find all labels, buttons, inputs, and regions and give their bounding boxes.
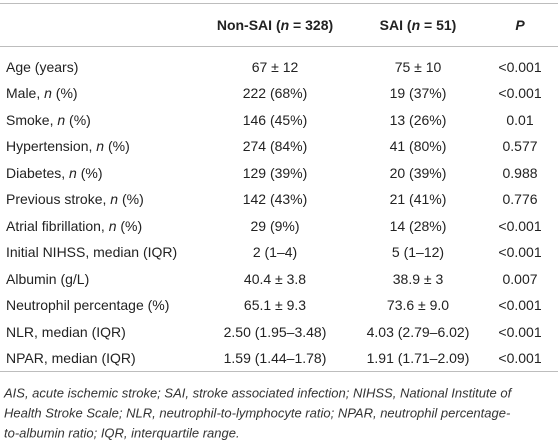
cell: 0.007 <box>502 270 538 287</box>
text-run: n <box>96 138 105 155</box>
text-run: SAI ( <box>379 17 412 33</box>
footnote-line: AIS, acute ischemic stroke; SAI, stroke … <box>4 385 512 401</box>
cell: 14 (28%) <box>389 217 447 234</box>
text-run: (%) <box>65 111 91 128</box>
text-run: Non-SAI ( <box>216 17 281 33</box>
text-run: n <box>280 17 290 33</box>
text-run: (%) <box>104 138 130 155</box>
text-run: Male, <box>6 85 45 102</box>
text-run: = 328) <box>289 17 334 33</box>
header-cell: Non-SAI (n = 328) <box>217 16 333 34</box>
cell: <0.001 <box>498 244 542 261</box>
row-label: Hypertension, n (%) <box>6 137 130 155</box>
bottom-rule <box>0 371 558 372</box>
text-run: Diabetes, <box>6 164 70 181</box>
cell: 75 ± 10 <box>394 59 442 75</box>
row-label: Atrial fibrillation, n (%) <box>6 217 142 235</box>
cell: 0.988 <box>502 164 538 181</box>
cell: 2.50 (1.95–3.48) <box>223 323 327 340</box>
cell: 4.03 (2.79–6.02) <box>366 323 470 340</box>
text-run: NPAR, median (IQR) <box>6 349 136 366</box>
row-label: Initial NIHSS, median (IQR) <box>6 243 177 261</box>
header-rule <box>0 46 558 47</box>
cell: <0.001 <box>498 297 542 314</box>
cell: <0.001 <box>498 349 542 366</box>
row-label: Smoke, n (%) <box>6 111 91 129</box>
cell: 0.01 <box>506 111 534 128</box>
row-label: Age (years) <box>6 58 78 76</box>
row-label: Albumin (g/L) <box>6 270 89 288</box>
row-label: Neutrophil percentage (%) <box>6 296 169 314</box>
cell: 222 (68%) <box>242 85 308 102</box>
cell: 0.577 <box>502 138 538 155</box>
text-run: Previous stroke, <box>6 191 111 208</box>
cell: 67 ± 12 <box>251 59 299 75</box>
footnote-line: to-albumin ratio; IQR, interquartile ran… <box>4 425 240 441</box>
text-run: n <box>108 217 117 234</box>
cell: 2 (1–4) <box>252 244 298 261</box>
footnote-line: Health Stroke Scale; NLR, neutrophil-to-… <box>4 405 511 421</box>
cell: 146 (45%) <box>242 111 308 128</box>
cell: 29 (9%) <box>250 217 300 234</box>
cell: 20 (39%) <box>389 164 447 181</box>
text-run: (%) <box>51 85 78 102</box>
text-run: (%) <box>116 217 143 234</box>
row-label: NLR, median (IQR) <box>6 323 126 341</box>
cell: <0.001 <box>498 217 542 234</box>
text-run: n <box>57 111 66 128</box>
cell: 274 (84%) <box>242 138 308 155</box>
text-run: Atrial fibrillation, <box>6 217 109 234</box>
cell: 1.91 (1.71–2.09) <box>366 349 470 366</box>
cell: 40.4 ± 3.8 <box>243 270 307 287</box>
text-run: n <box>110 191 119 208</box>
header-cell: SAI (n = 51) <box>380 16 457 34</box>
text-run: (%) <box>118 191 144 208</box>
cell: 41 (80%) <box>389 138 447 155</box>
text-run: n <box>411 17 421 33</box>
text-run: Smoke, <box>6 111 58 128</box>
cell: 5 (1–12) <box>391 244 445 261</box>
cell: 21 (41%) <box>389 191 447 208</box>
cell: 1.59 (1.44–1.78) <box>223 349 327 366</box>
top-rule <box>0 3 558 4</box>
cell: 73.6 ± 9.0 <box>386 297 450 314</box>
cell: 13 (26%) <box>389 111 447 128</box>
header-cell: P <box>515 16 524 34</box>
cell: 19 (37%) <box>389 85 447 102</box>
text-run: = 51) <box>420 17 457 33</box>
text-run: Hypertension, <box>6 138 97 155</box>
text-run: NLR, median (IQR) <box>6 323 126 340</box>
row-label: Male, n (%) <box>6 84 78 102</box>
cell: 142 (43%) <box>242 191 308 208</box>
text-run: n <box>69 164 77 181</box>
text-run: Albumin (g/L) <box>6 270 90 287</box>
row-label: NPAR, median (IQR) <box>6 349 136 367</box>
row-label: Diabetes, n (%) <box>6 164 103 182</box>
cell: 0.776 <box>502 191 538 208</box>
cell: <0.001 <box>498 85 542 102</box>
text-run: P <box>515 17 525 33</box>
text-run: Age (years) <box>6 59 79 75</box>
text-run: (%) <box>76 164 103 181</box>
cell: <0.001 <box>498 323 542 340</box>
text-run: n <box>44 85 52 102</box>
cell: 65.1 ± 9.3 <box>243 297 307 314</box>
cell: <0.001 <box>498 59 542 75</box>
cell: 38.9 ± 3 <box>392 270 444 287</box>
row-label: Previous stroke, n (%) <box>6 190 144 208</box>
text-run: Initial NIHSS, median (IQR) <box>6 244 178 261</box>
text-run: Neutrophil percentage (%) <box>6 297 170 314</box>
cell: 129 (39%) <box>242 164 308 181</box>
